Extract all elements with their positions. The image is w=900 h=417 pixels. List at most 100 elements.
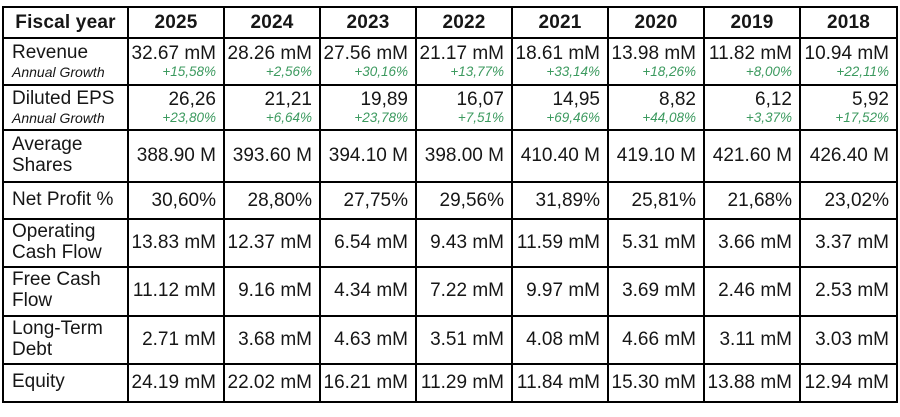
- row-label: Operating Cash Flow: [2, 218, 129, 268]
- value-cell: 13.98 mM +18,26%: [607, 37, 705, 86]
- row-label-text: Net Profit %: [12, 189, 114, 211]
- metric-value: 419.10 M: [616, 145, 696, 167]
- metric-value: 14,95: [552, 89, 600, 111]
- value-cell: 22.02 mM: [223, 362, 321, 403]
- metric-value: 12.37 mM: [227, 231, 312, 253]
- growth-value: +30,16%: [354, 64, 408, 79]
- metric-value: 15.30 mM: [611, 371, 696, 393]
- metric-value: 11.84 mM: [516, 371, 600, 393]
- metric-value: 2.46 mM: [718, 280, 792, 302]
- row-label-text: Free Cash Flow: [12, 269, 101, 312]
- row-label-text: Revenue: [12, 42, 89, 63]
- value-cell: 31,89%: [511, 181, 609, 220]
- metric-value: 410.40 M: [520, 145, 600, 167]
- growth-value: +18,26%: [642, 64, 696, 79]
- metric-value: 22.02 mM: [227, 371, 312, 393]
- financials-table: Fiscal year 2025 2024 2023 2022 2021 202…: [2, 6, 898, 403]
- metric-value: 4.08 mM: [526, 328, 600, 350]
- value-cell: 29,56%: [415, 181, 513, 220]
- value-cell: 4.66 mM: [607, 314, 705, 365]
- year-header: 2022: [415, 6, 513, 39]
- value-cell: 3.03 mM: [799, 314, 898, 365]
- metric-value: 2.71 mM: [142, 328, 216, 350]
- value-cell: 27.56 mM +30,16%: [319, 37, 417, 86]
- value-cell: 3.11 mM: [703, 314, 801, 365]
- table-row-long-term-debt: Long-Term Debt 2.71 mM 3.68 mM 4.63 mM 3…: [2, 314, 898, 365]
- row-label: Average Shares: [2, 129, 129, 183]
- table-row-diluted-eps: Diluted EPS Annual Growth 26,26 +23,80% …: [2, 84, 898, 131]
- value-cell: 6.54 mM: [319, 218, 417, 268]
- growth-value: +44,08%: [642, 110, 696, 125]
- growth-value: +23,78%: [354, 110, 408, 125]
- row-sublabel: Annual Growth: [12, 109, 105, 126]
- value-cell: 3.37 mM: [799, 218, 898, 268]
- growth-value: +3,37%: [745, 110, 792, 125]
- value-cell: 26,26 +23,80%: [127, 84, 225, 131]
- value-cell: 410.40 M: [511, 129, 609, 183]
- metric-value: 28.26 mM: [227, 43, 312, 65]
- value-cell: 30,60%: [127, 181, 225, 220]
- growth-value: +22,11%: [836, 64, 889, 79]
- value-cell: 394.10 M: [319, 129, 417, 183]
- header-row: Fiscal year 2025 2024 2023 2022 2021 202…: [2, 6, 898, 39]
- value-cell: 2.71 mM: [127, 314, 225, 365]
- metric-value: 11.82 mM: [708, 43, 792, 65]
- row-label-text: Equity: [12, 371, 65, 393]
- metric-value: 13.83 mM: [131, 231, 216, 253]
- metric-value: 9.16 mM: [238, 280, 312, 302]
- value-cell: 24.19 mM: [127, 362, 225, 403]
- value-cell: 419.10 M: [607, 129, 705, 183]
- metric-value: 31,89%: [535, 189, 600, 211]
- metric-value: 21,21: [264, 89, 312, 111]
- metric-value: 421.60 M: [712, 145, 792, 167]
- growth-value: +8,00%: [745, 64, 792, 79]
- row-label: Equity: [2, 362, 129, 403]
- metric-value: 4.66 mM: [622, 328, 696, 350]
- value-cell: 18.61 mM +33,14%: [511, 37, 609, 86]
- value-cell: 15.30 mM: [607, 362, 705, 403]
- metric-value: 426.40 M: [809, 145, 889, 167]
- value-cell: 19,89 +23,78%: [319, 84, 417, 131]
- value-cell: 3.68 mM: [223, 314, 321, 365]
- metric-value: 398.00 M: [424, 145, 504, 167]
- growth-value: +7,51%: [457, 110, 504, 125]
- row-label-text: Long-Term Debt: [12, 317, 103, 360]
- value-cell: 11.84 mM: [511, 362, 609, 403]
- value-cell: 27,75%: [319, 181, 417, 220]
- value-cell: 398.00 M: [415, 129, 513, 183]
- value-cell: 12.37 mM: [223, 218, 321, 268]
- value-cell: 16,07 +7,51%: [415, 84, 513, 131]
- row-label-text: Average Shares: [12, 134, 83, 176]
- metric-value: 3.68 mM: [238, 328, 312, 350]
- metric-value: 3.51 mM: [430, 328, 504, 350]
- metric-value: 9.97 mM: [526, 280, 600, 302]
- value-cell: 21,21 +6,64%: [223, 84, 321, 131]
- metric-value: 25,81%: [631, 189, 696, 211]
- metric-value: 5.31 mM: [622, 231, 696, 253]
- year-header: 2018: [799, 6, 898, 39]
- metric-value: 3.69 mM: [622, 280, 696, 302]
- metric-value: 16,07: [456, 89, 504, 111]
- metric-value: 27.56 mM: [323, 43, 408, 65]
- growth-value: +13,77%: [450, 64, 504, 79]
- value-cell: 8,82 +44,08%: [607, 84, 705, 131]
- metric-value: 8,82: [659, 89, 696, 111]
- value-cell: 12.94 mM: [799, 362, 898, 403]
- value-cell: 21.17 mM +13,77%: [415, 37, 513, 86]
- value-cell: 21,68%: [703, 181, 801, 220]
- metric-value: 4.34 mM: [334, 280, 408, 302]
- value-cell: 9.43 mM: [415, 218, 513, 268]
- metric-value: 29,56%: [439, 189, 504, 211]
- metric-value: 3.11 mM: [719, 328, 792, 350]
- growth-value: +6,64%: [265, 110, 312, 125]
- metric-value: 24.19 mM: [131, 371, 216, 393]
- metric-value: 21,68%: [727, 189, 792, 211]
- value-cell: 14,95 +69,46%: [511, 84, 609, 131]
- metric-value: 13.88 mM: [707, 371, 792, 393]
- metric-value: 18.61 mM: [515, 43, 600, 65]
- value-cell: 10.94 mM +22,11%: [799, 37, 898, 86]
- metric-value: 393.60 M: [232, 145, 312, 167]
- value-cell: 426.40 M: [799, 129, 898, 183]
- growth-value: +23,80%: [162, 110, 216, 125]
- value-cell: 11.59 mM: [511, 218, 609, 268]
